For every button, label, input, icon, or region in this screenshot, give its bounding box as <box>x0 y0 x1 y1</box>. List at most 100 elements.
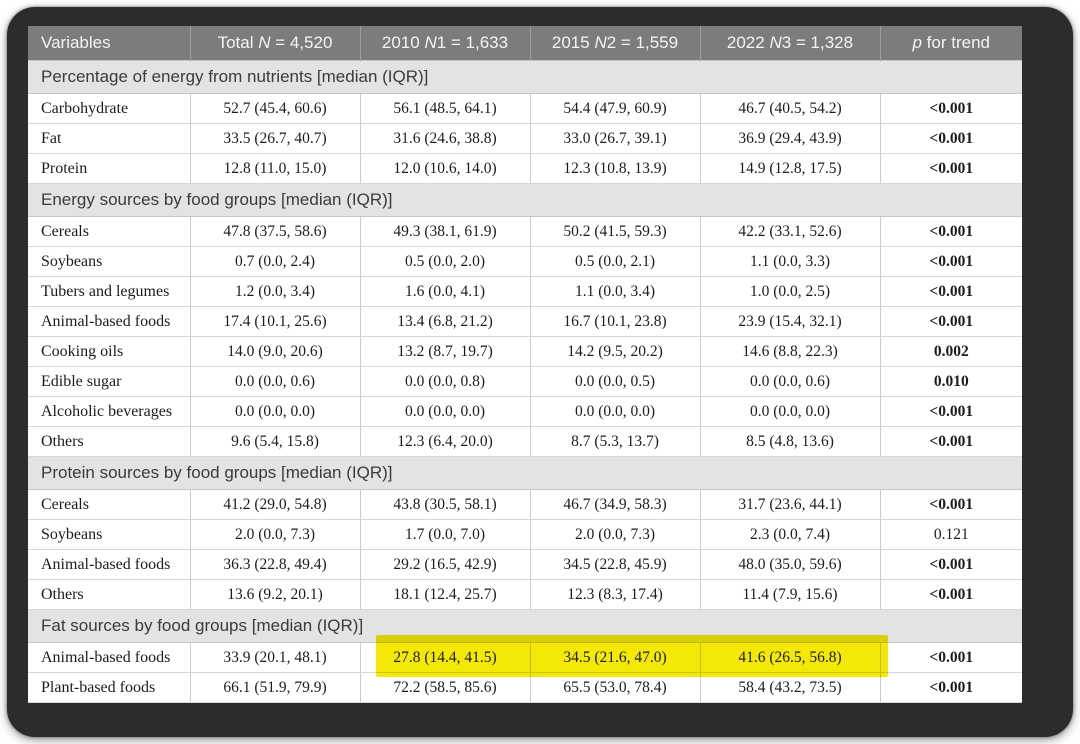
value-cell-y2015: 34.5 (21.6, 47.0) <box>529 642 700 673</box>
value-cell-total: 17.4 (10.1, 25.6) <box>189 306 360 337</box>
value-cell-y2010: 31.6 (24.6, 38.8) <box>359 123 530 154</box>
header-text-italic: p <box>912 33 922 52</box>
variable-cell: Others <box>28 579 190 610</box>
variable-cell: Cereals <box>28 216 190 247</box>
value-cell-y2010: 72.2 (58.5, 85.6) <box>359 672 530 703</box>
value-cell-y2015: 0.0 (0.0, 0.0) <box>529 396 700 427</box>
value-cell-y2015: 14.2 (9.5, 20.2) <box>529 336 700 367</box>
section-title: Percentage of energy from nutrients [med… <box>28 60 1022 94</box>
header-text-italic: N <box>424 33 437 52</box>
p-value-cell: 0.010 <box>879 366 1022 397</box>
variable-cell: Soybeans <box>28 246 190 277</box>
value-cell-y2010: 0.0 (0.0, 0.0) <box>359 396 530 427</box>
value-cell-total: 13.6 (9.2, 20.1) <box>189 579 360 610</box>
col-header-2010: 2010 N1 = 1,633 <box>359 26 530 61</box>
value-cell-total: 2.0 (0.0, 7.3) <box>189 519 360 550</box>
table-row: Protein 12.8 (11.0, 15.0) 12.0 (10.6, 14.0… <box>28 153 1022 184</box>
p-value-cell: <0.001 <box>879 246 1022 277</box>
header-text-italic: N <box>594 33 607 52</box>
p-value-cell: <0.001 <box>879 93 1022 124</box>
section-title: Fat sources by food groups [median (IQR)… <box>28 609 1022 643</box>
p-value-cell: <0.001 <box>879 306 1022 337</box>
table-body: Percentage of energy from nutrients [med… <box>28 60 1022 703</box>
value-cell-total: 36.3 (22.8, 49.4) <box>189 549 360 580</box>
value-cell-y2010: 49.3 (38.1, 61.9) <box>359 216 530 247</box>
header-text: for trend <box>921 33 990 52</box>
value-cell-total: 12.8 (11.0, 15.0) <box>189 153 360 184</box>
value-cell-y2022: 0.0 (0.0, 0.6) <box>699 366 880 397</box>
col-header-p-for-trend: p for trend <box>879 26 1022 61</box>
table-row: Fat 33.5 (26.7, 40.7) 31.6 (24.6, 38.8) 33.… <box>28 123 1022 154</box>
col-header-2022: 2022 N3 = 1,328 <box>699 26 880 61</box>
value-cell-y2022: 8.5 (4.8, 13.6) <box>699 426 880 457</box>
header-text: 1 = 1,633 <box>436 33 509 52</box>
variable-cell: Tubers and legumes <box>28 276 190 307</box>
section-header-row: Percentage of energy from nutrients [med… <box>28 60 1022 94</box>
value-cell-y2010: 12.0 (10.6, 14.0) <box>359 153 530 184</box>
variable-cell: Cooking oils <box>28 336 190 367</box>
value-cell-y2015: 46.7 (34.9, 58.3) <box>529 489 700 520</box>
section-title: Protein sources by food groups [median (… <box>28 456 1022 490</box>
section-title: Energy sources by food groups [median (I… <box>28 183 1022 217</box>
p-value-cell: <0.001 <box>879 579 1022 610</box>
value-cell-y2010: 1.6 (0.0, 4.1) <box>359 276 530 307</box>
value-cell-y2015: 16.7 (10.1, 23.8) <box>529 306 700 337</box>
table-row: Cereals 41.2 (29.0, 54.8) 43.8 (30.5, 58.1… <box>28 489 1022 520</box>
value-cell-y2010: 27.8 (14.4, 41.5) <box>359 642 530 673</box>
table-row: Tubers and legumes 1.2 (0.0, 3.4) 1.6 (0.0… <box>28 276 1022 307</box>
value-cell-y2022: 48.0 (35.0, 59.6) <box>699 549 880 580</box>
value-cell-y2010: 13.4 (6.8, 21.2) <box>359 306 530 337</box>
table-row: Animal-based foods 36.3 (22.8, 49.4) 29.2 … <box>28 549 1022 580</box>
variable-cell: Animal-based foods <box>28 549 190 580</box>
value-cell-y2015: 65.5 (53.0, 78.4) <box>529 672 700 703</box>
col-header-total: Total N = 4,520 <box>189 26 360 61</box>
table-row: Plant-based foods 66.1 (51.9, 79.9) 72.2 (… <box>28 672 1022 703</box>
value-cell-y2022: 1.0 (0.0, 2.5) <box>699 276 880 307</box>
value-cell-total: 47.8 (37.5, 58.6) <box>189 216 360 247</box>
value-cell-y2022: 42.2 (33.1, 52.6) <box>699 216 880 247</box>
variable-cell: Animal-based foods <box>28 642 190 673</box>
value-cell-y2015: 2.0 (0.0, 7.3) <box>529 519 700 550</box>
value-cell-total: 9.6 (5.4, 15.8) <box>189 426 360 457</box>
p-value-cell: 0.002 <box>879 336 1022 367</box>
section-header-row: Fat sources by food groups [median (IQR)… <box>28 609 1022 643</box>
value-cell-y2022: 58.4 (43.2, 73.5) <box>699 672 880 703</box>
table-row: Soybeans 0.7 (0.0, 2.4) 0.5 (0.0, 2.0) 0.5 … <box>28 246 1022 277</box>
variable-cell: Protein <box>28 153 190 184</box>
table-row: Animal-based foods 33.9 (20.1, 48.1) 27.8 … <box>28 642 1022 673</box>
value-cell-y2015: 33.0 (26.7, 39.1) <box>529 123 700 154</box>
section-header-row: Energy sources by food groups [median (I… <box>28 183 1022 217</box>
p-value-cell: <0.001 <box>879 123 1022 154</box>
value-cell-y2015: 34.5 (22.8, 45.9) <box>529 549 700 580</box>
value-cell-y2022: 41.6 (26.5, 56.8) <box>699 642 880 673</box>
value-cell-y2022: 23.9 (15.4, 32.1) <box>699 306 880 337</box>
value-cell-y2010: 29.2 (16.5, 42.9) <box>359 549 530 580</box>
variable-cell: Cereals <box>28 489 190 520</box>
value-cell-y2010: 12.3 (6.4, 20.0) <box>359 426 530 457</box>
value-cell-total: 0.0 (0.0, 0.6) <box>189 366 360 397</box>
table-container: Variables Total N = 4,520 2010 N1 = 1,63… <box>28 26 1022 703</box>
value-cell-y2015: 50.2 (41.5, 59.3) <box>529 216 700 247</box>
table-row: Animal-based foods 17.4 (10.1, 25.6) 13.4 … <box>28 306 1022 337</box>
value-cell-y2015: 0.5 (0.0, 2.1) <box>529 246 700 277</box>
p-value-cell: 0.121 <box>879 519 1022 550</box>
value-cell-total: 66.1 (51.9, 79.9) <box>189 672 360 703</box>
table-row: Edible sugar 0.0 (0.0, 0.6) 0.0 (0.0, 0.8)… <box>28 366 1022 397</box>
value-cell-y2022: 11.4 (7.9, 15.6) <box>699 579 880 610</box>
value-cell-y2015: 54.4 (47.9, 60.9) <box>529 93 700 124</box>
header-text: = 4,520 <box>270 33 333 52</box>
header-text: 2010 <box>381 33 425 52</box>
p-value-cell: <0.001 <box>879 153 1022 184</box>
col-header-2015: 2015 N2 = 1,559 <box>529 26 700 61</box>
header-text-italic: N <box>769 33 782 52</box>
header-text: 3 = 1,328 <box>781 33 854 52</box>
variable-cell: Fat <box>28 123 190 154</box>
variable-cell: Soybeans <box>28 519 190 550</box>
value-cell-y2022: 14.9 (12.8, 17.5) <box>699 153 880 184</box>
value-cell-y2022: 1.1 (0.0, 3.3) <box>699 246 880 277</box>
value-cell-y2015: 8.7 (5.3, 13.7) <box>529 426 700 457</box>
variable-cell: Alcoholic beverages <box>28 396 190 427</box>
value-cell-y2015: 12.3 (10.8, 13.9) <box>529 153 700 184</box>
value-cell-total: 52.7 (45.4, 60.6) <box>189 93 360 124</box>
value-cell-y2015: 1.1 (0.0, 3.4) <box>529 276 700 307</box>
